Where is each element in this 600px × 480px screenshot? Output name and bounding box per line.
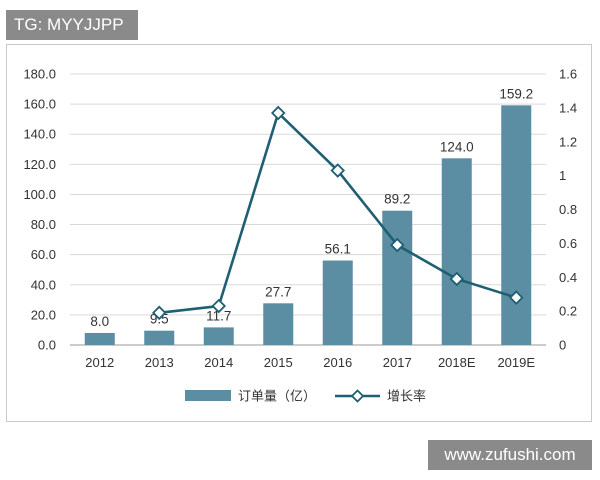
bar-data-label: 159.2 <box>499 86 533 101</box>
growth-rate-marker <box>330 163 346 178</box>
y-left-tick-label: 160.0 <box>23 97 56 112</box>
bar <box>501 105 532 345</box>
y-right-tick-label: 1.6 <box>559 67 577 82</box>
y-right-tick-label: 1.2 <box>559 134 577 149</box>
x-tick-label: 2019E <box>497 355 535 370</box>
x-tick-label: 2013 <box>145 355 174 370</box>
legend-swatch-growth-marker <box>350 389 365 403</box>
bar-data-label: 11.7 <box>206 308 231 323</box>
y-right-tick-label: 0.4 <box>559 270 577 285</box>
x-tick-label: 2012 <box>85 355 114 370</box>
y-right-tick-label: 0.2 <box>559 304 577 319</box>
bar <box>84 332 115 345</box>
y-left-tick-label: 0.0 <box>38 338 56 353</box>
y-right-tick-label: 0.6 <box>559 236 577 251</box>
y-left-tick-label: 40.0 <box>31 277 56 292</box>
bar-data-label: 124.0 <box>440 139 474 154</box>
y-left-tick-label: 20.0 <box>31 307 56 322</box>
top-watermark: TG: MYYJJPP <box>6 10 138 40</box>
growth-rate-marker <box>270 105 286 121</box>
y-right-tick-label: 0.8 <box>559 202 577 217</box>
x-tick-label: 2016 <box>323 355 352 370</box>
bar <box>203 327 234 345</box>
bottom-watermark: www.zufushi.com <box>428 440 592 470</box>
bar-data-label: 89.2 <box>384 192 410 207</box>
growth-rate-marker <box>508 290 524 305</box>
x-tick-label: 2017 <box>383 355 412 370</box>
y-left-tick-label: 60.0 <box>31 247 56 262</box>
growth-rate-marker <box>151 305 167 321</box>
x-tick-label: 2018E <box>438 355 476 370</box>
legend-label-orders: 订单量（亿） <box>238 390 316 405</box>
y-right-tick-label: 1.4 <box>559 100 577 115</box>
legend-label-growth: 增长率 <box>387 389 426 405</box>
bar <box>322 260 353 345</box>
y-left-tick-label: 140.0 <box>23 127 56 142</box>
y-right-tick-label: 1 <box>559 168 566 183</box>
growth-rate-marker <box>389 237 405 253</box>
x-tick-label: 2015 <box>264 355 293 370</box>
growth-rate-marker <box>449 271 465 287</box>
bar-data-label: 8.0 <box>90 314 109 329</box>
y-left-tick-label: 120.0 <box>23 157 56 172</box>
y-left-tick-label: 80.0 <box>31 217 56 232</box>
bar <box>441 158 472 345</box>
bar <box>263 303 294 345</box>
legend-swatch-orders <box>185 390 231 401</box>
bar <box>144 330 175 345</box>
y-left-tick-label: 100.0 <box>23 187 56 202</box>
growth-rate-marker <box>211 298 227 314</box>
bar-data-label: 56.1 <box>325 242 351 257</box>
y-right-tick-label: 0 <box>559 338 566 353</box>
y-left-tick-label: 180.0 <box>23 67 56 82</box>
x-tick-label: 2014 <box>204 355 233 370</box>
chart-frame <box>6 44 592 422</box>
bar-data-label: 27.7 <box>265 284 291 299</box>
